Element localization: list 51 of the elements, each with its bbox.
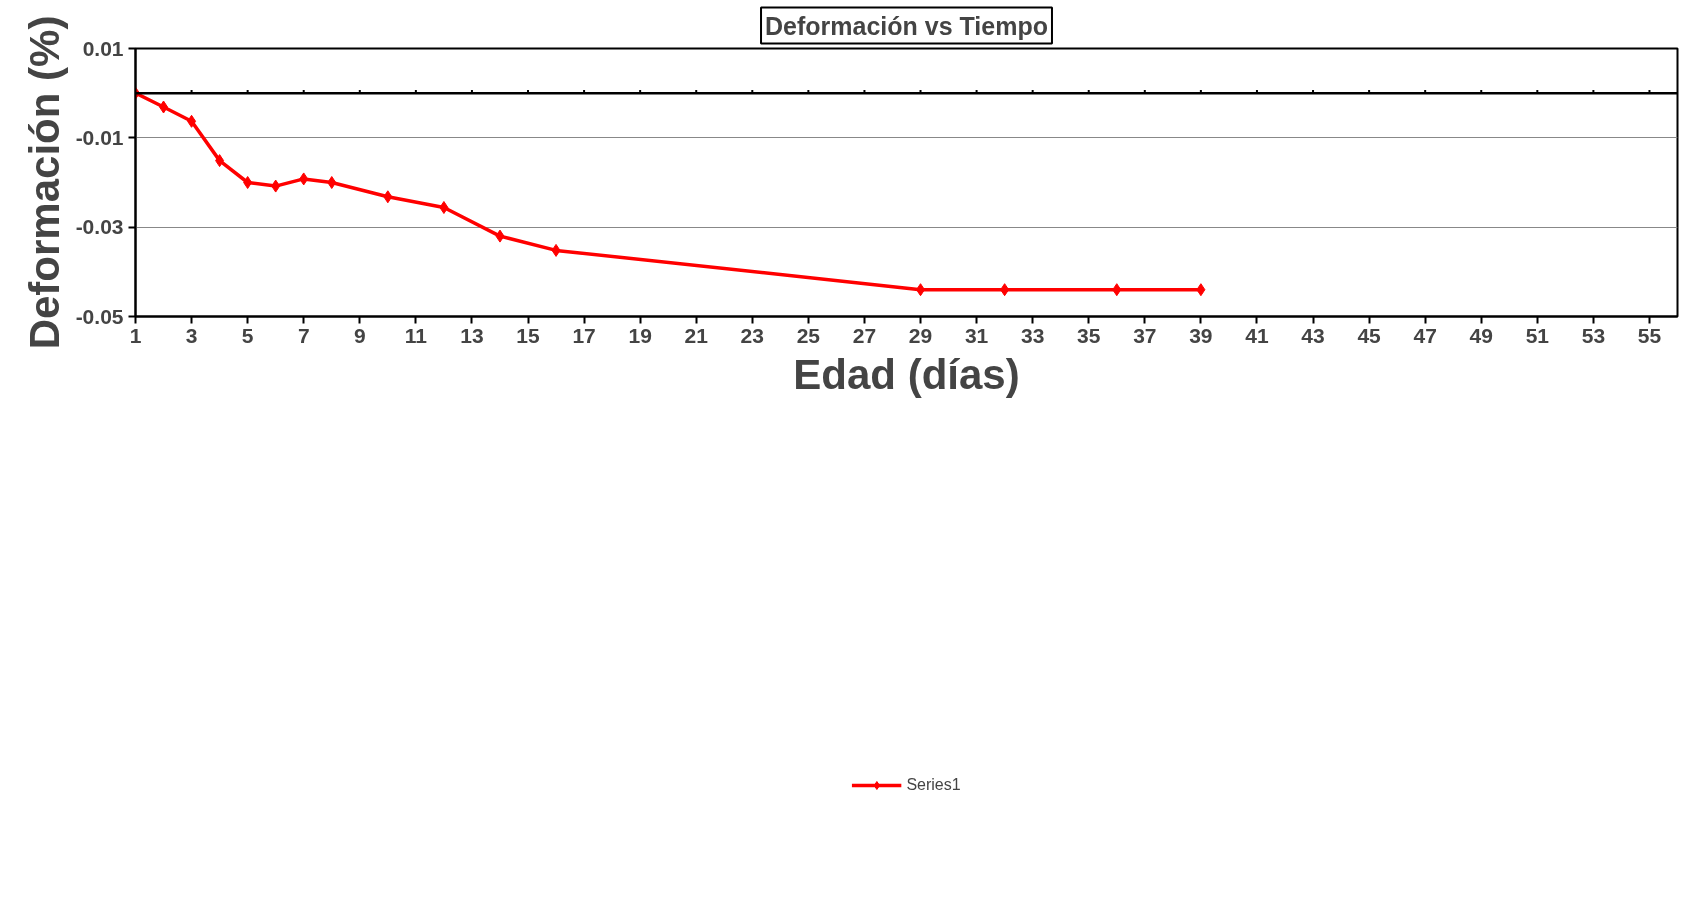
x-tick-label: 45 xyxy=(1357,323,1382,347)
x-tick-label: 1 xyxy=(129,323,142,347)
x-tick-label: 23 xyxy=(740,323,764,347)
point xyxy=(383,190,393,204)
x-tick-label: 29 xyxy=(908,323,933,347)
x-tick-label: 9 xyxy=(353,323,366,347)
x-tick-label: 11 xyxy=(404,323,428,347)
x-tick-label: 25 xyxy=(796,323,821,347)
x-tick-label: 21 xyxy=(684,323,709,347)
x-tick-label: 27 xyxy=(852,323,877,347)
point xyxy=(1000,283,1010,297)
x-tick-label: 19 xyxy=(628,323,652,347)
x-tick-label: 49 xyxy=(1469,323,1493,347)
x-tick-label: 17 xyxy=(572,323,596,347)
point xyxy=(495,229,505,243)
y-tick-label: -0.01 xyxy=(75,125,124,149)
point xyxy=(327,176,337,189)
x-tick-label: 35 xyxy=(1077,323,1101,347)
x-tick-label: 43 xyxy=(1301,323,1325,347)
x-tick-label: 3 xyxy=(185,323,198,347)
x-tick-label: 41 xyxy=(1245,323,1269,347)
legend-label: Series1 xyxy=(906,776,961,794)
point xyxy=(1196,283,1206,297)
point xyxy=(551,243,561,257)
point xyxy=(299,172,309,186)
chart-title: Deformación vs Tiempo xyxy=(765,11,1048,40)
x-tick-label: 47 xyxy=(1413,323,1437,347)
x-tick-label: 7 xyxy=(297,323,310,347)
point xyxy=(159,100,169,114)
point xyxy=(187,114,197,128)
point xyxy=(916,283,926,297)
y-tick-label: -0.05 xyxy=(75,304,124,328)
x-axis-title: Edad (días) xyxy=(793,350,1020,398)
point xyxy=(243,176,253,189)
point xyxy=(1112,283,1122,297)
x-tick-label: 13 xyxy=(460,323,484,347)
x-tick-label: 33 xyxy=(1020,323,1045,347)
point xyxy=(271,179,281,193)
x-tick-label: 51 xyxy=(1525,323,1550,347)
x-tick-label: 37 xyxy=(1133,323,1157,347)
x-tick-label: 15 xyxy=(516,323,541,347)
y-axis-title: Deformación (%) xyxy=(20,15,68,350)
x-tick-label: 39 xyxy=(1189,323,1213,347)
x-tick-label: 53 xyxy=(1581,323,1606,347)
point xyxy=(215,154,225,168)
y-tick-label: -0.03 xyxy=(75,215,124,239)
y-tick-label: 0.01 xyxy=(82,36,124,60)
x-tick-label: 5 xyxy=(241,323,254,347)
x-tick-label: 31 xyxy=(964,323,989,347)
point xyxy=(439,201,449,215)
x-tick-label: 55 xyxy=(1637,323,1662,347)
